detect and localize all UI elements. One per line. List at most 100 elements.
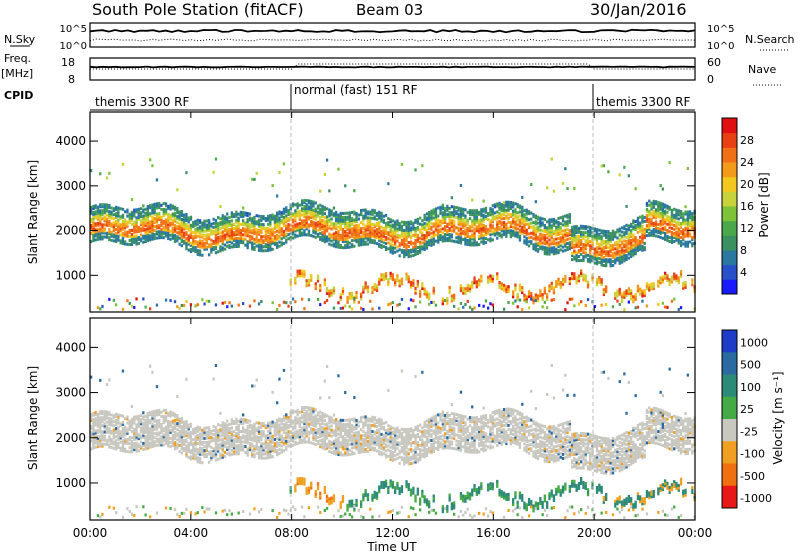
range-gate-cell (537, 226, 539, 229)
range-gate-cell (653, 210, 655, 213)
range-gate-cell (194, 512, 196, 515)
range-gate-cell (99, 172, 101, 175)
range-gate-cell (199, 219, 201, 222)
range-gate-cell (133, 209, 135, 212)
range-gate-cell (374, 209, 376, 212)
range-gate-cell (249, 223, 251, 226)
range-gate-cell (542, 217, 544, 220)
range-gate-cell (262, 249, 264, 252)
range-gate-cell (487, 238, 489, 241)
range-gate-cell (551, 299, 553, 302)
range-gate-cell (446, 213, 448, 216)
range-gate-cell (653, 228, 655, 231)
range-gate-cell (669, 230, 671, 233)
range-gate-cell (219, 235, 221, 238)
range-gate-cell (594, 262, 596, 265)
range-gate-cell (419, 223, 421, 226)
range-gate-cell (603, 164, 605, 167)
range-gate-cell (310, 274, 312, 277)
range-gate-cell (371, 308, 373, 311)
range-gate-cell (203, 427, 205, 430)
range-gate-cell (190, 248, 192, 251)
range-gate-cell (560, 216, 562, 219)
range-gate-cell (442, 235, 444, 238)
range-gate-cell (133, 306, 135, 309)
range-gate-cell (562, 223, 564, 226)
range-gate-cell (122, 439, 124, 442)
range-gate-cell (639, 288, 641, 291)
range-gate-cell (215, 219, 217, 222)
range-gate-cell (560, 236, 562, 239)
range-gate-cell (512, 230, 514, 233)
range-gate-cell (610, 258, 612, 261)
range-gate-cell (623, 243, 625, 246)
range-gate-cell (587, 258, 589, 261)
range-gate-cell (199, 426, 201, 429)
range-gate-cell (639, 236, 641, 239)
range-gate-cell (478, 304, 480, 307)
nsky-tick-top-left: 10^5 (60, 24, 87, 35)
range-gate-cell (616, 290, 618, 293)
range-gate-cell (616, 241, 618, 244)
range-gate-cell (571, 298, 573, 301)
range-gate-cell (553, 246, 555, 249)
range-gate-cell (367, 286, 369, 289)
range-gate-cell (478, 211, 480, 214)
range-gate-cell (176, 231, 178, 234)
range-gate-cell (176, 428, 178, 431)
range-gate-cell (328, 243, 330, 246)
range-gate-cell (646, 202, 648, 205)
range-gate-cell (396, 240, 398, 243)
range-gate-cell (179, 430, 181, 433)
range-gate-cell (188, 432, 190, 435)
range-gate-cell (662, 227, 664, 230)
range-gate-cell (569, 237, 571, 240)
range-gate-cell (616, 257, 618, 260)
range-gate-cell (190, 431, 192, 434)
range-gate-cell (110, 418, 112, 421)
range-gate-cell (419, 290, 421, 293)
range-gate-cell (160, 208, 162, 211)
range-gate-cell (378, 243, 380, 246)
colorbar-swatch (722, 177, 737, 192)
range-gate-cell (573, 250, 575, 253)
range-gate-cell (458, 207, 460, 210)
range-gate-cell (653, 200, 655, 203)
range-gate-cell (519, 219, 521, 222)
range-gate-cell (483, 234, 485, 237)
range-gate-cell (542, 305, 544, 308)
range-gate-cell (673, 273, 675, 276)
range-gate-cell (383, 273, 385, 276)
range-gate-cell (285, 301, 287, 304)
range-gate-cell (653, 282, 655, 285)
range-gate-cell (287, 233, 289, 236)
range-gate-cell (644, 242, 646, 245)
range-gate-cell (383, 227, 385, 230)
colorbar-swatch (722, 221, 737, 236)
range-gate-cell (430, 222, 432, 225)
range-gate-cell (183, 421, 185, 424)
range-gate-cell (410, 226, 412, 229)
range-gate-cell (331, 209, 333, 212)
range-gate-cell (464, 303, 466, 306)
range-gate-cell (428, 239, 430, 242)
range-gate-cell (623, 166, 625, 169)
range-gate-cell (326, 299, 328, 302)
range-gate-cell (97, 429, 99, 432)
range-gate-cell (462, 230, 464, 233)
range-gate-cell (619, 244, 621, 247)
range-gate-cell (113, 428, 115, 431)
range-gate-cell (566, 187, 568, 190)
range-gate-cell (435, 207, 437, 210)
range-gate-cell (142, 416, 144, 419)
range-gate-cell (648, 232, 650, 235)
range-gate-cell (272, 214, 274, 217)
range-gate-cell (149, 365, 151, 368)
range-gate-cell (614, 241, 616, 244)
range-gate-cell (95, 429, 97, 432)
range-gate-cell (206, 453, 208, 456)
range-gate-cell (623, 249, 625, 252)
range-gate-cell (95, 417, 97, 420)
range-gate-cell (238, 237, 240, 240)
range-gate-cell (528, 244, 530, 247)
